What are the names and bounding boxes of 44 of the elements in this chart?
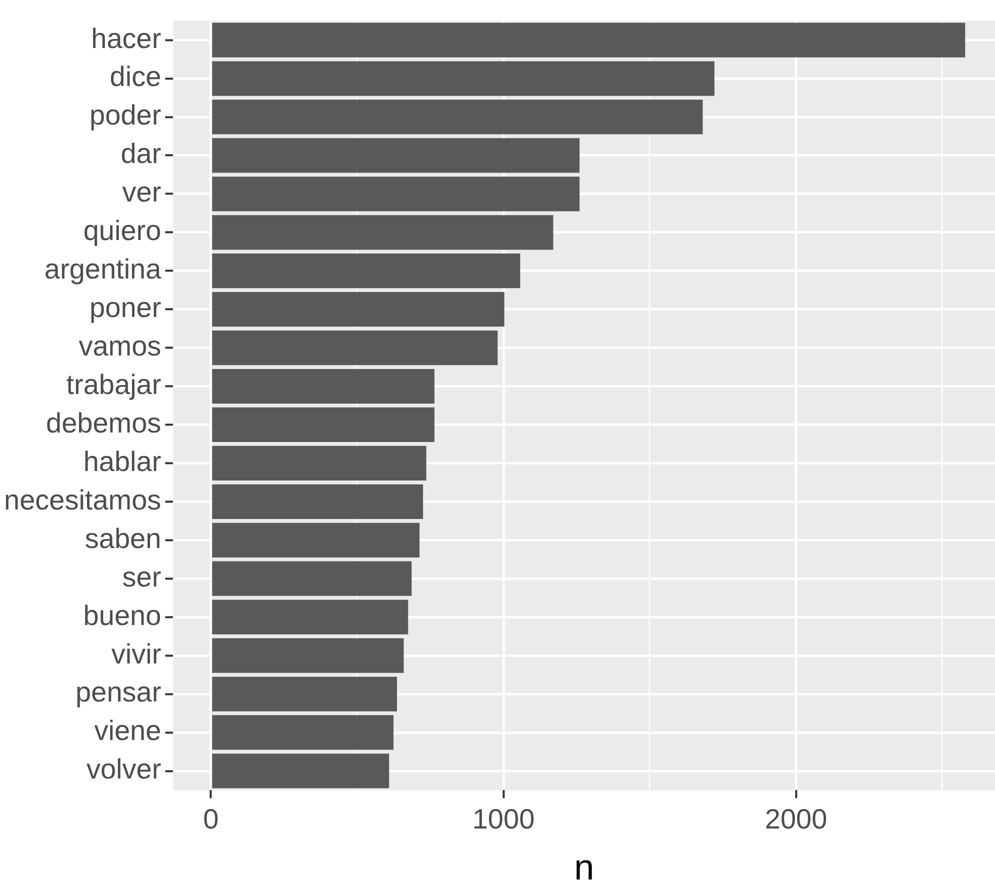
bar (212, 446, 426, 481)
bar (212, 100, 703, 134)
bar (212, 600, 408, 634)
y-tick-label: saben (84, 522, 162, 554)
y-tick-label: quiero (83, 215, 162, 246)
y-tick-label: poder (90, 100, 162, 131)
bar (212, 561, 412, 596)
bar (212, 754, 390, 788)
y-tick-label: vivir (111, 638, 162, 670)
bar (212, 330, 498, 366)
bar (212, 407, 434, 442)
x-axis-title: n (574, 846, 594, 888)
bar (212, 676, 397, 712)
y-tick-label: bueno (83, 600, 162, 631)
y-tick-label: necesitamos (4, 484, 162, 516)
bar (212, 254, 520, 288)
bar (212, 484, 424, 519)
bar (212, 176, 580, 212)
bar (212, 138, 580, 173)
bar (212, 638, 404, 673)
y-tick-label: hacer (91, 22, 162, 54)
y-tick-label: vamos (78, 330, 162, 362)
bar (212, 61, 714, 96)
y-tick-label: ver (122, 176, 162, 208)
x-tick-label: 0 (203, 804, 219, 835)
y-tick-label: poner (90, 292, 162, 324)
bar (212, 522, 420, 558)
y-tick-label: volver (86, 754, 162, 785)
y-tick-label: argentina (44, 254, 162, 285)
bar (212, 215, 554, 250)
y-tick-label: trabajar (66, 368, 162, 400)
x-tick-label: 1000 (472, 804, 535, 835)
y-tick-label: pensar (76, 676, 162, 708)
bar (212, 292, 504, 327)
bar (212, 715, 394, 750)
y-tick-label: dice (110, 61, 162, 92)
bar (212, 22, 966, 58)
y-tick-label: hablar (83, 446, 162, 477)
y-tick-label: ser (122, 561, 162, 592)
y-tick-label: debemos (46, 407, 162, 438)
y-tick-label: viene (94, 715, 162, 746)
x-tick-label: 2000 (764, 804, 828, 835)
bar (212, 368, 434, 404)
y-tick-label: dar (120, 138, 162, 170)
